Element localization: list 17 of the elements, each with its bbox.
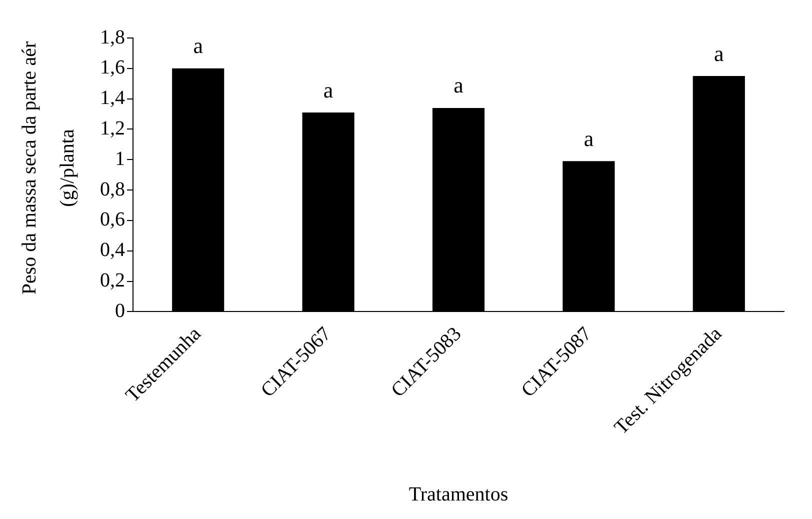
annotation: a [584, 126, 594, 151]
annotation: a [323, 77, 334, 102]
y-tick-label: 1,8 [100, 26, 125, 48]
y-tick-label: 1,4 [100, 87, 125, 110]
x-axis-title: Tratamentos [408, 483, 508, 506]
y-tick-label: 0,8 [100, 178, 125, 200]
y-tick-label: 0 [115, 300, 125, 322]
y-tick-label: 0,2 [100, 270, 125, 292]
annotation: a [193, 33, 204, 58]
y-tick-label: 1,2 [100, 117, 125, 140]
annotation: a [714, 40, 724, 66]
annotation: a [454, 72, 464, 98]
y-tick-label: 1,6 [100, 56, 125, 79]
y-tick-label: 0,4 [100, 239, 125, 262]
y-axis-title: Peso da massa seca da parte aér (g)/planta [18, 41, 78, 295]
y-tick-label: 1 [115, 148, 125, 170]
y-tick-label: 0,6 [100, 208, 125, 231]
